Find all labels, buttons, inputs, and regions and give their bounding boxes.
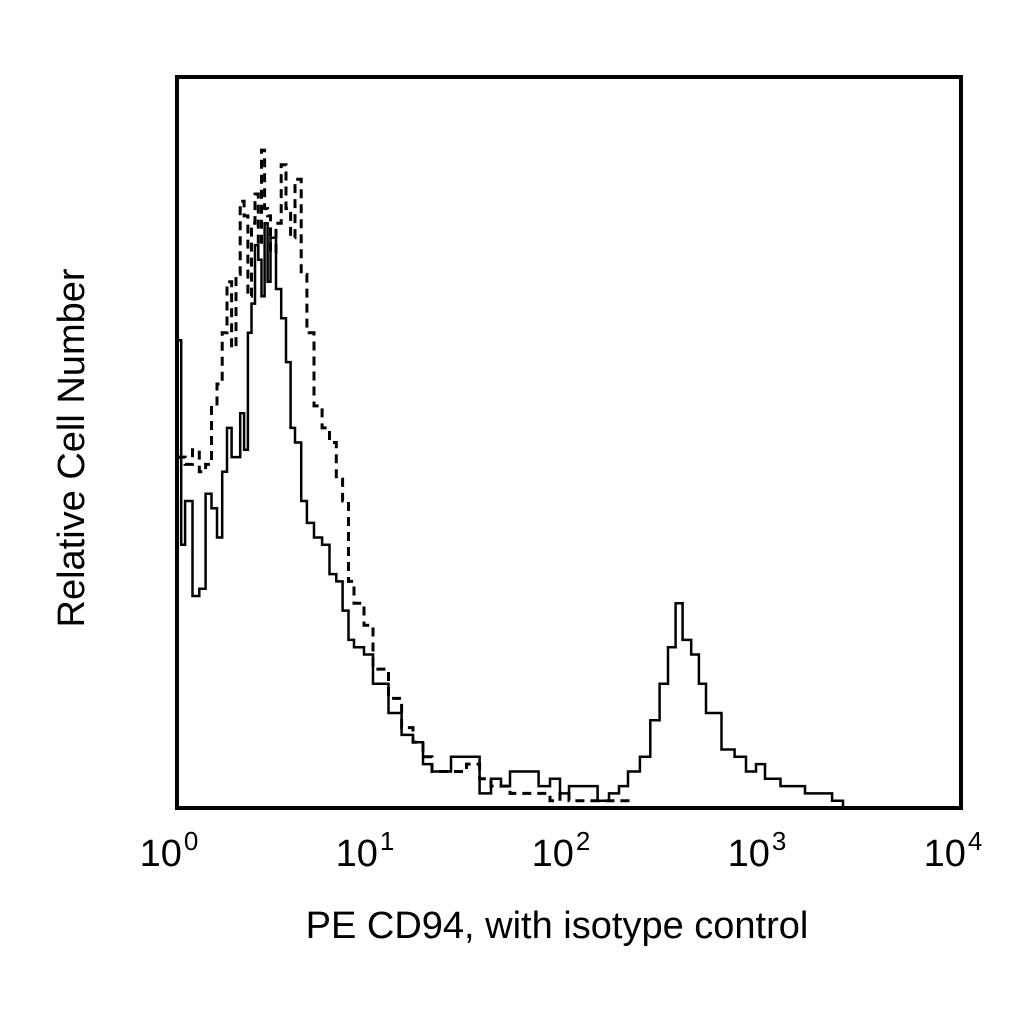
x-tick-label: 101 — [336, 826, 395, 875]
x-tick-label: 100 — [140, 826, 199, 875]
plot-frame — [175, 75, 963, 810]
x-tick-exponent: 0 — [184, 826, 198, 856]
series-layer — [177, 148, 845, 810]
x-tick-exponent: 1 — [380, 826, 394, 856]
x-tick-base: 10 — [336, 833, 378, 875]
x-tick-base: 10 — [140, 833, 182, 875]
x-tick-base: 10 — [532, 833, 574, 875]
x-tick-base: 10 — [924, 833, 966, 875]
x-tick-label: 102 — [532, 826, 591, 875]
x-tick-exponent: 4 — [968, 826, 982, 856]
x-tick-label: 103 — [728, 826, 787, 875]
series-dashed-line — [177, 148, 765, 810]
x-tick-labels: 100 101 102 103 104 — [140, 826, 983, 875]
y-axis-title: Relative Cell Number — [51, 268, 93, 627]
x-tick-exponent: 3 — [772, 826, 786, 856]
x-tick-base: 10 — [728, 833, 770, 875]
series-solid-line — [177, 221, 845, 808]
x-tick-label: 104 — [924, 826, 983, 875]
x-axis-title: PE CD94, with isotype control — [306, 905, 809, 947]
x-tick-exponent: 2 — [576, 826, 590, 856]
